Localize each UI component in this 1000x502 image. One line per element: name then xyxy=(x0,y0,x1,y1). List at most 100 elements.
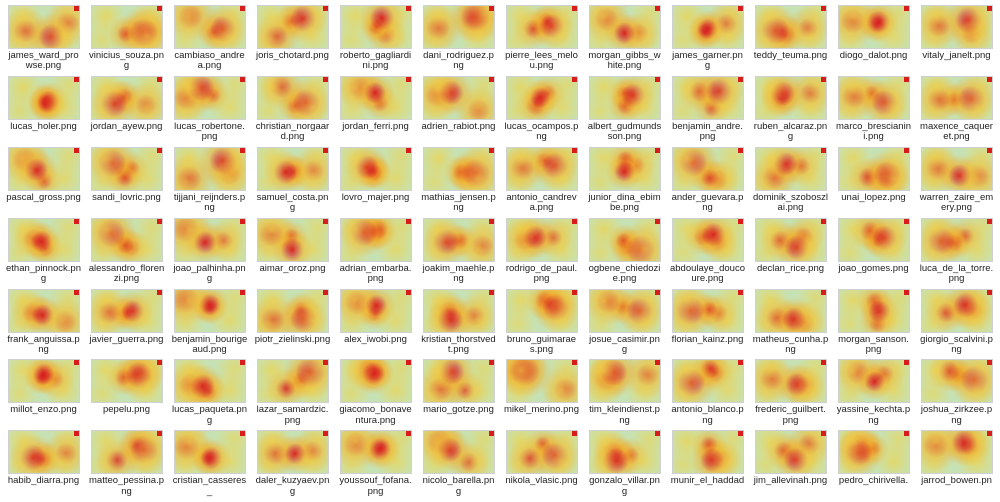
file-item[interactable]: ruben_alcaraz.png xyxy=(751,75,830,144)
file-item[interactable]: pascal_gross.png xyxy=(4,146,83,215)
file-item[interactable]: diogo_dalot.png xyxy=(834,4,913,73)
file-item[interactable]: benjamin_bourigeaud.png xyxy=(170,288,249,357)
file-item[interactable]: jim_allevinah.png xyxy=(751,429,830,498)
file-item[interactable]: matteo_pessina.png xyxy=(87,429,166,498)
file-item[interactable]: dani_rodriguez.png xyxy=(419,4,498,73)
file-item[interactable]: millot_enzo.png xyxy=(4,358,83,427)
file-item[interactable]: piotr_zielinski.png xyxy=(253,288,332,357)
file-item[interactable]: joao_palhinha.png xyxy=(170,217,249,286)
file-item[interactable]: adrien_rabiot.png xyxy=(419,75,498,144)
file-item[interactable]: lucas_holer.png xyxy=(4,75,83,144)
file-item[interactable]: mario_gotze.png xyxy=(419,358,498,427)
file-item[interactable]: vinicius_souza.png xyxy=(87,4,166,73)
file-item[interactable]: antonio_candreva.png xyxy=(502,146,581,215)
file-item[interactable]: alessandro_florenzi.png xyxy=(87,217,166,286)
file-item[interactable]: james_garner.png xyxy=(668,4,747,73)
file-item[interactable]: junior_dina_ebimbe.png xyxy=(585,146,664,215)
file-item[interactable]: matheus_cunha.png xyxy=(751,288,830,357)
file-item[interactable]: kristian_thorstvedt.png xyxy=(419,288,498,357)
file-item[interactable]: frederic_guilbert.png xyxy=(751,358,830,427)
file-item[interactable]: maxence_caqueret.png xyxy=(917,75,996,144)
file-item[interactable]: lucas_paqueta.png xyxy=(170,358,249,427)
file-item[interactable]: albert_gudmundsson.png xyxy=(585,75,664,144)
file-item[interactable]: mathias_jensen.png xyxy=(419,146,498,215)
file-item[interactable]: lucas_robertone.png xyxy=(170,75,249,144)
file-item[interactable]: warren_zaire_emery.png xyxy=(917,146,996,215)
file-item[interactable]: nicolo_barella.png xyxy=(419,429,498,498)
file-item[interactable]: roberto_gagliardini.png xyxy=(336,4,415,73)
heatmap-thumbnail xyxy=(672,359,744,403)
file-item[interactable]: gonzalo_villar.png xyxy=(585,429,664,498)
file-item[interactable]: luca_de_la_torre.png xyxy=(917,217,996,286)
file-item[interactable]: joshua_zirkzee.png xyxy=(917,358,996,427)
file-item[interactable]: munir_el_haddad xyxy=(668,429,747,498)
file-item[interactable]: alex_iwobi.png xyxy=(336,288,415,357)
file-item[interactable]: yassine_kechta.png xyxy=(834,358,913,427)
file-item[interactable]: morgan_sanson.png xyxy=(834,288,913,357)
file-item[interactable]: cristian_casseres_ xyxy=(170,429,249,498)
file-item[interactable]: florian_kainz.png xyxy=(668,288,747,357)
file-name-label: benjamin_bourigeaud.png xyxy=(172,335,248,356)
file-item[interactable]: lazar_samardzic.png xyxy=(253,358,332,427)
file-item[interactable]: jordan_ferri.png xyxy=(336,75,415,144)
file-item[interactable]: aimar_oroz.png xyxy=(253,217,332,286)
file-item[interactable]: marco_brescianini.png xyxy=(834,75,913,144)
file-item[interactable]: unai_lopez.png xyxy=(834,146,913,215)
file-name-label: warren_zaire_emery.png xyxy=(919,193,995,214)
file-name-label: joakim_maehle.png xyxy=(421,264,497,285)
file-name-label: ander_guevara.png xyxy=(670,193,746,214)
file-item[interactable]: daler_kuzyaev.png xyxy=(253,429,332,498)
file-item[interactable]: james_ward_prowse.png xyxy=(4,4,83,73)
file-item[interactable]: nikola_vlasic.png xyxy=(502,429,581,498)
file-item[interactable]: giacomo_bonaventura.png xyxy=(336,358,415,427)
file-item[interactable]: cambiaso_andrea.png xyxy=(170,4,249,73)
file-item[interactable]: morgan_gibbs_white.png xyxy=(585,4,664,73)
file-item[interactable]: abdoulaye_doucoure.png xyxy=(668,217,747,286)
file-item[interactable]: ander_guevara.png xyxy=(668,146,747,215)
file-item[interactable]: bruno_guimaraes.png xyxy=(502,288,581,357)
file-name-label: adrien_rabiot.png xyxy=(421,122,497,142)
file-item[interactable]: frank_anguissa.png xyxy=(4,288,83,357)
file-item[interactable]: adrian_embarba.png xyxy=(336,217,415,286)
file-item[interactable]: youssouf_fofana.png xyxy=(336,429,415,498)
file-item[interactable]: jarrod_bowen.pn xyxy=(917,429,996,498)
file-item[interactable]: jordan_ayew.png xyxy=(87,75,166,144)
file-item[interactable]: mikel_merino.png xyxy=(502,358,581,427)
heatmap-thumbnail xyxy=(589,76,661,120)
file-item[interactable]: ethan_pinnock.png xyxy=(4,217,83,286)
file-item[interactable]: samuel_costa.png xyxy=(253,146,332,215)
file-item[interactable]: antonio_blanco.png xyxy=(668,358,747,427)
file-item[interactable]: habib_diarra.png xyxy=(4,429,83,498)
file-item[interactable]: pierre_lees_melou.png xyxy=(502,4,581,73)
file-item[interactable]: lovro_majer.png xyxy=(336,146,415,215)
file-name-label: daler_kuzyaev.png xyxy=(255,476,331,497)
file-item[interactable]: joris_chotard.png xyxy=(253,4,332,73)
file-item[interactable]: pedro_chirivella. xyxy=(834,429,913,498)
file-item[interactable]: josue_casimir.png xyxy=(585,288,664,357)
file-name-label: jordan_ferri.png xyxy=(338,122,414,142)
heatmap-thumbnail xyxy=(174,430,246,474)
file-item[interactable]: benjamin_andre.png xyxy=(668,75,747,144)
file-item[interactable]: rodrigo_de_paul.png xyxy=(502,217,581,286)
file-item[interactable]: javier_guerra.png xyxy=(87,288,166,357)
file-item[interactable]: christian_norgaard.png xyxy=(253,75,332,144)
heatmap-thumbnail xyxy=(423,76,495,120)
file-item[interactable]: joakim_maehle.png xyxy=(419,217,498,286)
heatmap-thumbnail xyxy=(340,430,412,474)
file-item[interactable]: ogbene_chiedozie.png xyxy=(585,217,664,286)
file-item[interactable]: sandi_lovric.png xyxy=(87,146,166,215)
file-item[interactable]: declan_rice.png xyxy=(751,217,830,286)
file-item[interactable]: dominik_szoboszlai.png xyxy=(751,146,830,215)
file-item[interactable]: giorgio_scalvini.png xyxy=(917,288,996,357)
file-item[interactable]: joao_gomes.png xyxy=(834,217,913,286)
file-item[interactable]: tim_kleindienst.png xyxy=(585,358,664,427)
heatmap-thumbnail xyxy=(257,5,329,49)
file-item[interactable]: lucas_ocampos.png xyxy=(502,75,581,144)
file-item[interactable]: tijjani_reijnders.png xyxy=(170,146,249,215)
file-name-label: morgan_sanson.png xyxy=(836,335,912,356)
heatmap-thumbnail xyxy=(174,76,246,120)
file-item[interactable]: vitaly_janelt.png xyxy=(917,4,996,73)
file-item[interactable]: teddy_teuma.png xyxy=(751,4,830,73)
heatmap-thumbnail xyxy=(838,289,910,333)
file-item[interactable]: pepelu.png xyxy=(87,358,166,427)
